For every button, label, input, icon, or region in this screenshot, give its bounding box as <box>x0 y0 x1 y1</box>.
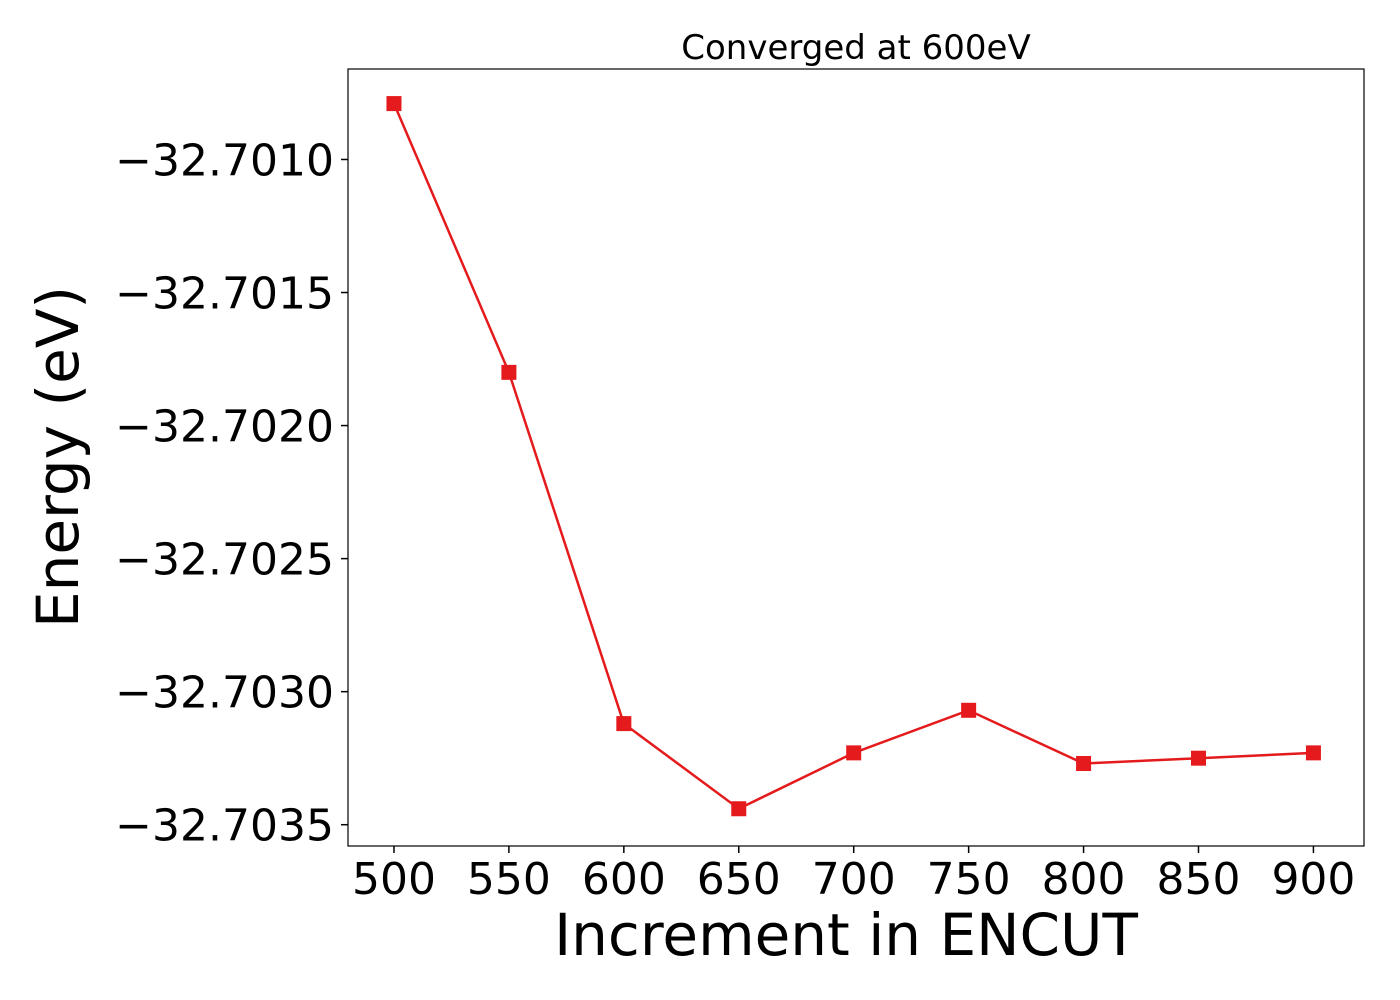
x-axis-ticks: 500 550 600 650 700 750 800 850 900 <box>352 846 1355 905</box>
x-tick-label: 500 <box>352 854 436 905</box>
x-axis-label: Increment in ENCUT <box>554 901 1138 969</box>
y-tick-label: −32.7020 <box>115 402 334 453</box>
data-point <box>1076 756 1092 772</box>
y-tick-label: −32.7025 <box>115 535 334 586</box>
x-tick-label: 800 <box>1042 854 1126 905</box>
series-line <box>392 103 1314 811</box>
x-tick-label: 650 <box>697 854 781 905</box>
y-axis-label: Energy (eV) <box>24 286 92 628</box>
series-markers <box>386 96 1321 817</box>
x-tick-label: 750 <box>927 854 1011 905</box>
data-point <box>386 96 402 112</box>
data-point <box>1305 745 1321 761</box>
x-tick-label: 900 <box>1271 854 1355 905</box>
y-tick-label: −32.7030 <box>115 668 334 719</box>
x-tick-label: 600 <box>582 854 666 905</box>
data-point <box>846 745 862 761</box>
data-point <box>1190 750 1206 766</box>
x-tick-label: 700 <box>812 854 896 905</box>
data-point <box>731 801 747 817</box>
y-tick-label: −32.7010 <box>115 135 334 186</box>
x-tick-label: 850 <box>1157 854 1241 905</box>
data-point <box>616 716 632 732</box>
data-point <box>501 364 517 380</box>
plot-frame <box>347 68 1365 847</box>
x-tick-label: 550 <box>467 854 551 905</box>
data-point <box>961 702 977 718</box>
y-axis-ticks: −32.7010 −32.7015 −32.7020 −32.7025 −32.7030… <box>115 135 348 852</box>
y-tick-label: −32.7015 <box>115 269 334 320</box>
y-tick-label: −32.7035 <box>115 801 334 852</box>
chart-title: Converged at 600eV <box>681 28 1030 68</box>
